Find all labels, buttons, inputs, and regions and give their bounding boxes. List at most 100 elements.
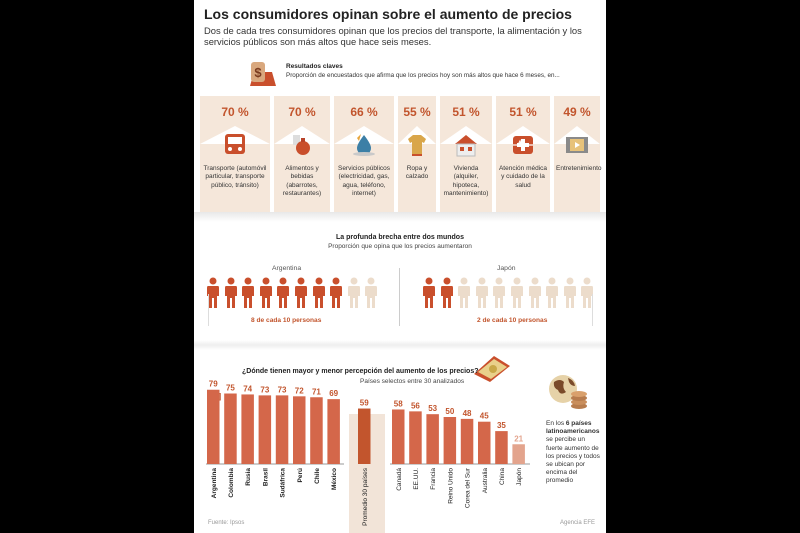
bar [310, 397, 323, 464]
bar-value-label: 73 [278, 385, 287, 394]
key-result-percent: 70 % [221, 105, 249, 119]
person-filled-icon [329, 277, 343, 314]
person-empty-icon [528, 277, 542, 314]
key-result-percent: 49 % [563, 105, 591, 119]
bar-category-label: Corea del Sur [465, 467, 472, 508]
key-result-percent: 51 % [509, 105, 537, 119]
bar [409, 411, 422, 464]
person-empty-icon [457, 277, 471, 314]
key-result-percent: 55 % [403, 105, 431, 119]
bar [358, 408, 371, 464]
key-result-card: 51 % Vivienda (alquiler, hipoteca, manten… [440, 96, 492, 212]
bar [293, 396, 306, 464]
person-empty-icon [510, 277, 524, 314]
medical-icon [513, 136, 533, 154]
card-notch [274, 126, 330, 144]
bar-value-label: 59 [360, 399, 369, 408]
bar-value-label: 79 [209, 380, 218, 389]
bars-title: ¿Dónde tienen mayor y menor percepción d… [242, 368, 479, 375]
utilities-icon [353, 134, 375, 156]
globe-coins-icon [549, 375, 587, 409]
person-empty-icon [563, 277, 577, 314]
key-results-subtitle: Proporción de encuestados que afirma que… [286, 72, 560, 79]
key-result-label: Ropa y calzado [405, 165, 429, 181]
key-result-card: 49 % Entretenimiento [554, 96, 602, 212]
bar [392, 409, 405, 464]
bar-value-label: 53 [428, 404, 437, 413]
gap-divider [399, 268, 400, 326]
bar-category-label: Rusia [245, 468, 252, 486]
bar-category-label: México [331, 468, 338, 490]
gap-caption-left: 8 de cada 10 personas [251, 317, 322, 324]
bar-category-label: Promedio 30 países [362, 467, 369, 526]
film-icon [566, 137, 588, 153]
person-empty-icon [492, 277, 506, 314]
gap-country-right: Japón [497, 265, 516, 272]
money-bag-icon: $ [250, 62, 276, 86]
bar-value-label: 73 [260, 385, 269, 394]
bar-category-label: China [499, 468, 506, 485]
food-icon [293, 135, 310, 155]
bar-category-label: Reino Unido [447, 468, 454, 504]
shirt-icon [408, 135, 426, 156]
person-filled-icon [422, 277, 436, 314]
bar [495, 431, 508, 464]
side-note: En los 6 países latinoamericanos se perc… [546, 420, 600, 485]
gap-bracket-right [592, 294, 593, 326]
bus-icon [225, 134, 245, 154]
bar-value-label: 74 [243, 384, 252, 393]
bar [460, 418, 474, 464]
bar [258, 395, 272, 464]
person-filled-icon [294, 277, 308, 314]
bar-value-label: 45 [480, 412, 489, 421]
bar [275, 395, 289, 464]
key-result-label: Alimentos y bebidas (abarrotes, restaura… [282, 165, 322, 198]
bar-value-label: 35 [497, 421, 506, 430]
key-result-card: 66 % Servicios públicos (electricidad, ga… [334, 96, 394, 212]
bar-value-label: 69 [329, 389, 338, 398]
gap-country-left: Argentina [272, 265, 302, 272]
bar [241, 394, 254, 464]
bar [207, 389, 220, 464]
key-result-percent: 51 % [452, 105, 480, 119]
key-result-card: 70 % Alimentos y bebidas (abarrotes, rest… [274, 96, 330, 212]
gap-caption-right: 2 de cada 10 personas [477, 317, 548, 324]
bar-value-label: 72 [295, 386, 304, 395]
agency-credit: Agencia EFE [560, 520, 596, 526]
bar-value-label: 58 [394, 399, 403, 408]
person-empty-icon [475, 277, 489, 314]
key-result-card: 51 % Atención médica y cuidado de la salu… [496, 96, 550, 212]
bar-value-label: 71 [312, 387, 321, 396]
source-credit: Fuente: Ipsos [208, 520, 245, 526]
person-filled-icon [206, 277, 220, 314]
person-filled-icon [276, 277, 290, 314]
bar-value-label: 21 [514, 434, 523, 443]
person-filled-icon [241, 277, 255, 314]
bar [327, 399, 340, 464]
bar [426, 414, 439, 464]
gap-title: La profunda brecha entre dos mundos [336, 234, 464, 241]
bar-chart: 79 Argentina 75 Colombia 74 Rusia 73 Brasil 73 Su… [206, 380, 530, 526]
person-filled-icon [440, 277, 454, 314]
gap-subtitle: Proporción que opina que los precios aum… [328, 243, 472, 250]
page-subtitle: Dos de cada tres consumidores opinan que… [204, 25, 582, 47]
person-filled-icon [224, 277, 238, 314]
bar-category-label: Colombia [228, 468, 235, 498]
bar-value-label: 75 [226, 384, 235, 393]
person-filled-icon [259, 277, 273, 314]
key-result-card: 70 % Transporte (automóvil particular, tr… [200, 96, 270, 212]
person-empty-icon [347, 277, 361, 314]
person-empty-icon [364, 277, 378, 314]
card-notch [554, 126, 600, 144]
section-separator [194, 340, 606, 350]
bar [443, 417, 457, 464]
key-result-label: Entretenimiento [556, 165, 602, 172]
key-result-label: Servicios públicos (electricidad, gas, a… [337, 165, 391, 198]
person-empty-icon [580, 277, 594, 314]
bar [478, 421, 491, 464]
bar-category-label: Canadá [396, 468, 403, 491]
svg-text:$: $ [254, 65, 262, 80]
card-notch [496, 126, 550, 144]
bar-category-label: Perú [297, 468, 304, 482]
bar-category-label: Argentina [211, 468, 218, 499]
